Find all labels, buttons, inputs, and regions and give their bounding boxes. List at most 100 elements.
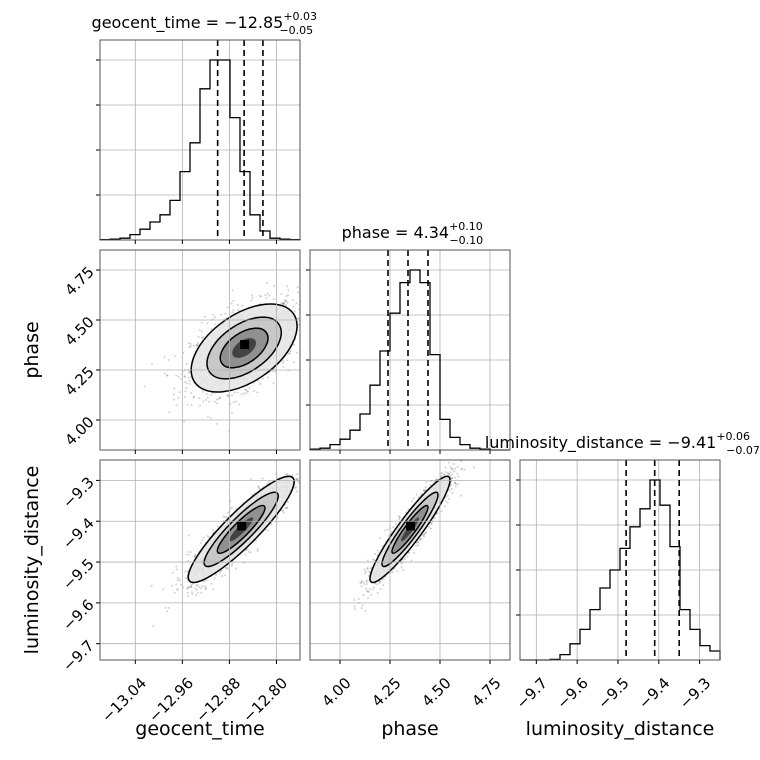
sample-point xyxy=(282,360,285,363)
sample-point xyxy=(237,309,240,312)
panel-frame xyxy=(99,459,301,661)
sample-point xyxy=(440,471,443,474)
sample-point xyxy=(429,484,432,487)
sample-point xyxy=(199,404,202,407)
sample-point xyxy=(306,476,308,478)
sample-point xyxy=(459,450,461,452)
title-phase: phase = 4.34+0.10 xyxy=(342,220,483,242)
sample-point xyxy=(200,321,203,324)
sample-point xyxy=(231,563,234,566)
sample-point xyxy=(452,462,455,465)
sample-point xyxy=(201,584,204,587)
sample-point xyxy=(301,308,303,310)
sample-point xyxy=(418,539,421,542)
sample-point xyxy=(196,342,199,345)
sample-point xyxy=(230,564,233,567)
sample-point xyxy=(194,587,197,590)
sample-point xyxy=(198,328,201,331)
sample-point xyxy=(424,486,427,489)
sample-point xyxy=(303,481,305,483)
sample-point xyxy=(185,577,188,580)
sample-point xyxy=(379,580,382,583)
sample-point xyxy=(190,591,193,594)
sample-point xyxy=(215,402,218,405)
sample-point xyxy=(370,593,373,596)
sample-point xyxy=(199,541,202,544)
sample-point xyxy=(444,500,447,503)
sample-point xyxy=(454,476,457,479)
sample-point xyxy=(200,592,203,595)
sample-point xyxy=(295,486,298,489)
sample-point xyxy=(196,344,199,347)
sample-point xyxy=(185,553,188,556)
sample-point xyxy=(259,382,262,385)
hist-step-geocent_time xyxy=(99,59,301,241)
sample-point xyxy=(230,394,233,397)
sample-point xyxy=(188,379,191,382)
sample-point xyxy=(391,570,394,573)
sample-point xyxy=(400,562,403,565)
sample-point xyxy=(362,593,365,596)
sample-point xyxy=(327,297,329,299)
density-peak xyxy=(406,521,415,531)
sample-point xyxy=(300,470,302,472)
sample-point xyxy=(444,466,447,469)
sample-point xyxy=(457,456,459,458)
sample-point xyxy=(246,390,249,393)
sample-point xyxy=(444,470,447,473)
sample-point xyxy=(315,486,317,488)
sample-point xyxy=(367,590,370,593)
sample-point xyxy=(257,486,260,489)
sample-point xyxy=(417,495,420,498)
sample-point xyxy=(258,295,261,298)
sample-point xyxy=(274,370,277,373)
sample-point xyxy=(219,396,222,399)
sample-point xyxy=(257,485,260,488)
sample-point xyxy=(419,537,422,540)
sample-point xyxy=(257,548,260,551)
sample-point xyxy=(232,401,235,404)
sample-point xyxy=(463,468,466,471)
sample-point xyxy=(453,470,456,473)
contour-2 xyxy=(216,504,266,555)
sample-point xyxy=(411,500,414,503)
sample-point xyxy=(435,478,438,481)
sample-point xyxy=(457,475,460,478)
sample-point xyxy=(297,317,300,320)
sample-point xyxy=(195,594,198,597)
sample-point xyxy=(177,396,180,399)
sample-point xyxy=(224,516,227,519)
sample-point xyxy=(425,530,428,533)
panel-frame xyxy=(519,459,721,661)
sample-point xyxy=(272,382,275,385)
sample-point xyxy=(366,559,369,562)
sample-point xyxy=(267,529,270,532)
sample-point xyxy=(192,396,195,399)
sample-point xyxy=(167,606,170,609)
sample-point xyxy=(376,583,379,586)
sample-point xyxy=(423,533,426,536)
x-tick-label: −9.6 xyxy=(553,674,591,712)
sample-point xyxy=(196,591,199,594)
sample-point xyxy=(451,468,454,471)
sample-point xyxy=(232,309,235,312)
contour-2 xyxy=(219,327,269,369)
sample-point xyxy=(353,605,356,608)
sample-point xyxy=(231,289,234,292)
sample-point xyxy=(212,313,215,316)
sample-point xyxy=(234,400,237,403)
panel-frame xyxy=(309,249,511,451)
hist-step-luminosity_distance xyxy=(520,479,721,661)
sample-point xyxy=(317,322,319,324)
sample-point xyxy=(265,282,268,285)
sample-point xyxy=(173,387,176,390)
sample-point xyxy=(288,352,291,355)
sample-point xyxy=(449,466,452,469)
sample-point xyxy=(454,481,457,484)
sample-point xyxy=(177,576,180,579)
sample-point xyxy=(449,475,452,478)
sample-point xyxy=(201,539,204,542)
sample-point xyxy=(286,500,289,503)
scatter-points xyxy=(143,282,329,432)
hist-panel-geocent_time xyxy=(96,39,301,244)
